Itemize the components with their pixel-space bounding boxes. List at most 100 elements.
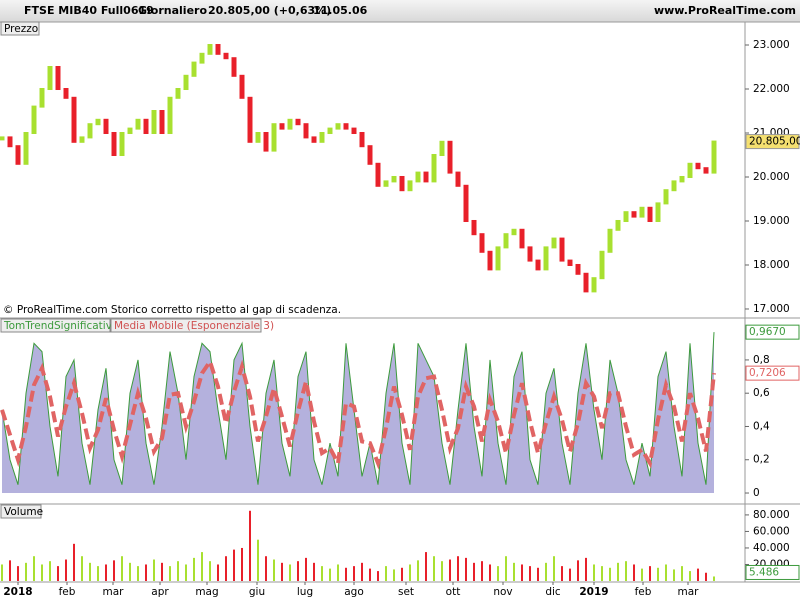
price-bar — [415, 171, 421, 183]
x-tick-label: feb — [59, 586, 76, 598]
price-bar — [367, 145, 373, 165]
price-bar — [583, 272, 589, 293]
oscillator-line — [1, 332, 715, 485]
volume-bar — [377, 571, 379, 581]
header-bar — [0, 0, 800, 22]
x-tick-label: giu — [249, 586, 265, 598]
price-bar — [287, 118, 293, 130]
x-tick-label: set — [398, 586, 414, 598]
price-bar — [271, 123, 277, 152]
volume-bar — [73, 543, 75, 581]
price-bar — [183, 74, 189, 91]
y-tick-label: 80.000 — [753, 509, 790, 521]
last-value-label: 0,9670 — [749, 326, 786, 338]
price-bar — [487, 250, 493, 271]
price-bar — [319, 132, 325, 143]
price-bar — [447, 140, 453, 174]
price-bar — [623, 211, 629, 222]
volume-bar — [425, 552, 427, 581]
volume-bar — [193, 557, 195, 581]
x-tick-label: ott — [446, 586, 461, 598]
last-value-box — [745, 365, 800, 381]
volume-bar — [633, 564, 635, 581]
volume-bar — [345, 567, 347, 581]
y-tick-label: 0,4 — [753, 420, 770, 432]
volume-bar — [353, 566, 355, 581]
volume-bar — [129, 562, 131, 581]
price-bar — [199, 52, 205, 64]
price-bar — [279, 123, 285, 130]
price-bar — [159, 110, 165, 134]
volume-bar — [657, 567, 659, 581]
price-bar — [39, 88, 45, 108]
volume-bar — [57, 566, 59, 581]
volume-bar — [81, 556, 83, 581]
price-bar — [679, 175, 685, 183]
price-bar — [119, 132, 125, 156]
volume-bar — [321, 566, 323, 581]
volume-bar — [369, 568, 371, 581]
volume-bar — [665, 564, 667, 581]
volume-bar — [577, 560, 579, 581]
volume-bar — [601, 566, 603, 581]
volume-bar — [585, 557, 587, 581]
volume-bar — [297, 561, 299, 581]
y-tick-label: 23.000 — [753, 39, 790, 51]
volume-bar — [225, 556, 227, 581]
price-bar — [167, 96, 173, 134]
y-tick-label: 0,8 — [753, 354, 770, 366]
x-tick-label: mar — [103, 586, 125, 598]
panel-label: Prezzo — [4, 23, 38, 35]
price-bar — [383, 180, 389, 187]
volume-bar — [97, 566, 99, 581]
price-bar — [631, 211, 637, 218]
volume-bar — [9, 560, 11, 581]
volume-bar — [161, 562, 163, 581]
panel-label: Volume — [4, 506, 43, 518]
price-bar — [207, 44, 213, 55]
price-bar — [15, 145, 21, 165]
volume-bar — [481, 561, 483, 581]
legend-box — [0, 318, 111, 333]
y-tick-label: 0,6 — [753, 387, 770, 399]
price-bar — [191, 61, 197, 77]
price-bar — [455, 171, 461, 187]
price-bar — [519, 228, 525, 249]
price-bar — [231, 57, 237, 77]
price-bar — [503, 233, 509, 249]
price-bar — [295, 118, 301, 126]
volume-bar — [457, 556, 459, 581]
volume-bar — [337, 564, 339, 581]
volume-bar — [1, 564, 3, 581]
price-bar — [175, 88, 181, 99]
y-tick-label: 0,2 — [753, 454, 770, 466]
volume-bar — [705, 572, 707, 581]
volume-bar — [393, 569, 395, 581]
volume-bar — [673, 569, 675, 581]
price-bar — [695, 162, 701, 170]
legend-box — [110, 318, 262, 333]
price-bar — [399, 175, 405, 192]
y-tick-label: 0 — [753, 487, 760, 499]
volume-bar — [569, 568, 571, 581]
price-bar — [343, 123, 349, 130]
price-bar — [495, 246, 501, 271]
panel-label-box — [0, 504, 42, 519]
volume-bar — [217, 564, 219, 581]
price-bar — [359, 132, 365, 148]
volume-bar — [33, 556, 35, 581]
price-bar — [535, 259, 541, 271]
price-bar — [87, 123, 93, 139]
price-bar — [247, 96, 253, 143]
volume-bar — [201, 552, 203, 581]
price-bar — [63, 88, 69, 99]
volume-bar — [513, 562, 515, 581]
price-bar — [127, 127, 133, 134]
x-tick-label: ago — [344, 586, 364, 598]
price-bar — [239, 74, 245, 99]
volume-bar — [689, 571, 691, 581]
quote: 20.805,00 (+0,63%) — [208, 4, 331, 17]
x-tick-label: 2018 — [3, 586, 32, 598]
